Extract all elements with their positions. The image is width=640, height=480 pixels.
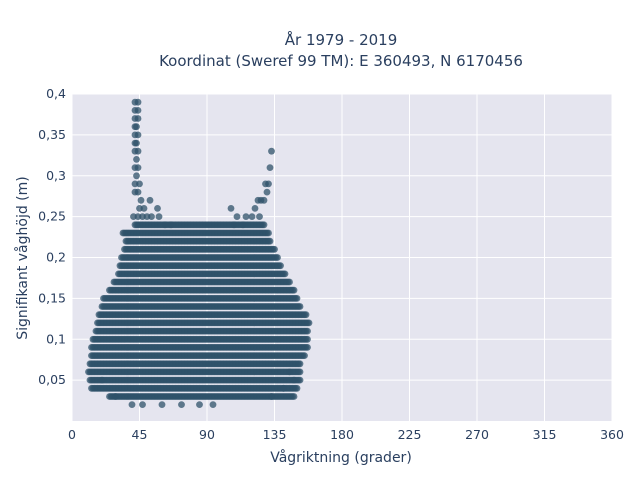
data-point xyxy=(302,311,310,319)
y-axis-title: Signifikant våghöjd (m) xyxy=(14,176,31,339)
data-point xyxy=(134,98,142,106)
x-tick-label: 360 xyxy=(600,427,624,442)
data-point xyxy=(254,196,262,204)
data-point xyxy=(134,115,142,122)
data-point xyxy=(167,221,175,229)
data-point xyxy=(196,401,203,408)
y-tick-label: 0,2 xyxy=(46,250,66,265)
data-point xyxy=(133,123,140,131)
data-points xyxy=(85,98,313,408)
data-point xyxy=(136,180,143,188)
x-tick-label: 225 xyxy=(398,427,422,442)
data-point xyxy=(296,376,304,384)
data-point xyxy=(134,131,142,139)
data-point xyxy=(290,286,298,294)
data-point xyxy=(304,344,311,351)
chart-title: År 1979 - 2019 xyxy=(285,30,398,49)
data-point xyxy=(301,352,308,359)
data-point xyxy=(256,213,263,221)
y-axis-ticks: 0,05 0,1 0,15 0,2 0,25 0,3 0,35 0,4 xyxy=(38,86,66,387)
data-point xyxy=(260,196,268,204)
x-tick-label: 180 xyxy=(330,427,354,442)
data-point xyxy=(148,213,155,221)
data-point xyxy=(134,147,142,155)
data-point xyxy=(140,205,148,212)
data-point xyxy=(155,213,163,221)
data-point xyxy=(98,376,106,384)
data-point xyxy=(262,180,269,188)
data-point xyxy=(296,360,304,368)
data-point xyxy=(248,213,256,221)
data-point xyxy=(128,401,136,408)
data-point xyxy=(268,393,275,400)
data-point xyxy=(154,205,161,212)
data-point xyxy=(239,221,247,229)
chart-subtitle: Koordinat (Sweref 99 TM): E 360493, N 61… xyxy=(159,52,523,70)
x-axis-title: Vågriktning (grader) xyxy=(270,449,412,466)
data-point xyxy=(271,245,278,253)
data-point xyxy=(251,205,259,212)
data-point xyxy=(266,237,274,245)
data-point xyxy=(146,196,154,204)
data-point xyxy=(305,319,313,327)
data-point xyxy=(265,229,272,237)
data-point xyxy=(281,270,289,278)
data-point xyxy=(178,401,185,408)
data-point xyxy=(230,221,238,229)
x-tick-label: 315 xyxy=(533,427,557,442)
data-point xyxy=(227,205,235,212)
y-tick-label: 0,25 xyxy=(38,209,66,224)
y-tick-label: 0,05 xyxy=(38,372,66,387)
data-point xyxy=(133,156,140,163)
data-point xyxy=(268,147,275,155)
x-tick-label: 270 xyxy=(465,427,489,442)
data-point xyxy=(134,188,142,196)
data-point xyxy=(304,327,311,335)
data-point xyxy=(293,384,301,392)
data-point xyxy=(260,221,268,229)
data-point xyxy=(209,401,217,408)
data-point xyxy=(158,401,166,408)
x-tick-label: 135 xyxy=(263,427,287,442)
data-point xyxy=(133,172,140,180)
data-point xyxy=(161,221,169,229)
y-tick-label: 0,4 xyxy=(46,86,66,101)
data-point xyxy=(293,295,301,302)
data-point xyxy=(139,401,146,408)
data-point xyxy=(296,303,304,310)
y-tick-label: 0,1 xyxy=(46,331,66,346)
data-point xyxy=(280,384,287,392)
y-tick-label: 0,15 xyxy=(38,290,66,305)
data-point xyxy=(266,164,274,172)
data-point xyxy=(274,254,281,261)
data-point xyxy=(233,213,241,221)
data-point xyxy=(296,368,304,376)
data-point xyxy=(137,196,145,204)
x-axis-ticks: 0 45 90 135 180 225 270 315 360 xyxy=(68,427,624,442)
data-point xyxy=(263,188,271,196)
data-point xyxy=(133,139,140,147)
data-point xyxy=(304,335,311,343)
y-tick-label: 0,35 xyxy=(38,127,66,142)
x-tick-label: 45 xyxy=(132,427,148,442)
data-point xyxy=(286,278,293,286)
data-point xyxy=(290,376,298,384)
data-point xyxy=(242,213,250,221)
data-point xyxy=(286,368,293,376)
data-point xyxy=(290,393,298,400)
data-point xyxy=(277,262,284,270)
data-point xyxy=(134,107,142,114)
data-point xyxy=(134,164,142,172)
x-tick-label: 0 xyxy=(68,427,76,442)
y-tick-label: 0,3 xyxy=(46,168,66,183)
data-point xyxy=(112,393,119,400)
x-tick-label: 90 xyxy=(199,427,215,442)
